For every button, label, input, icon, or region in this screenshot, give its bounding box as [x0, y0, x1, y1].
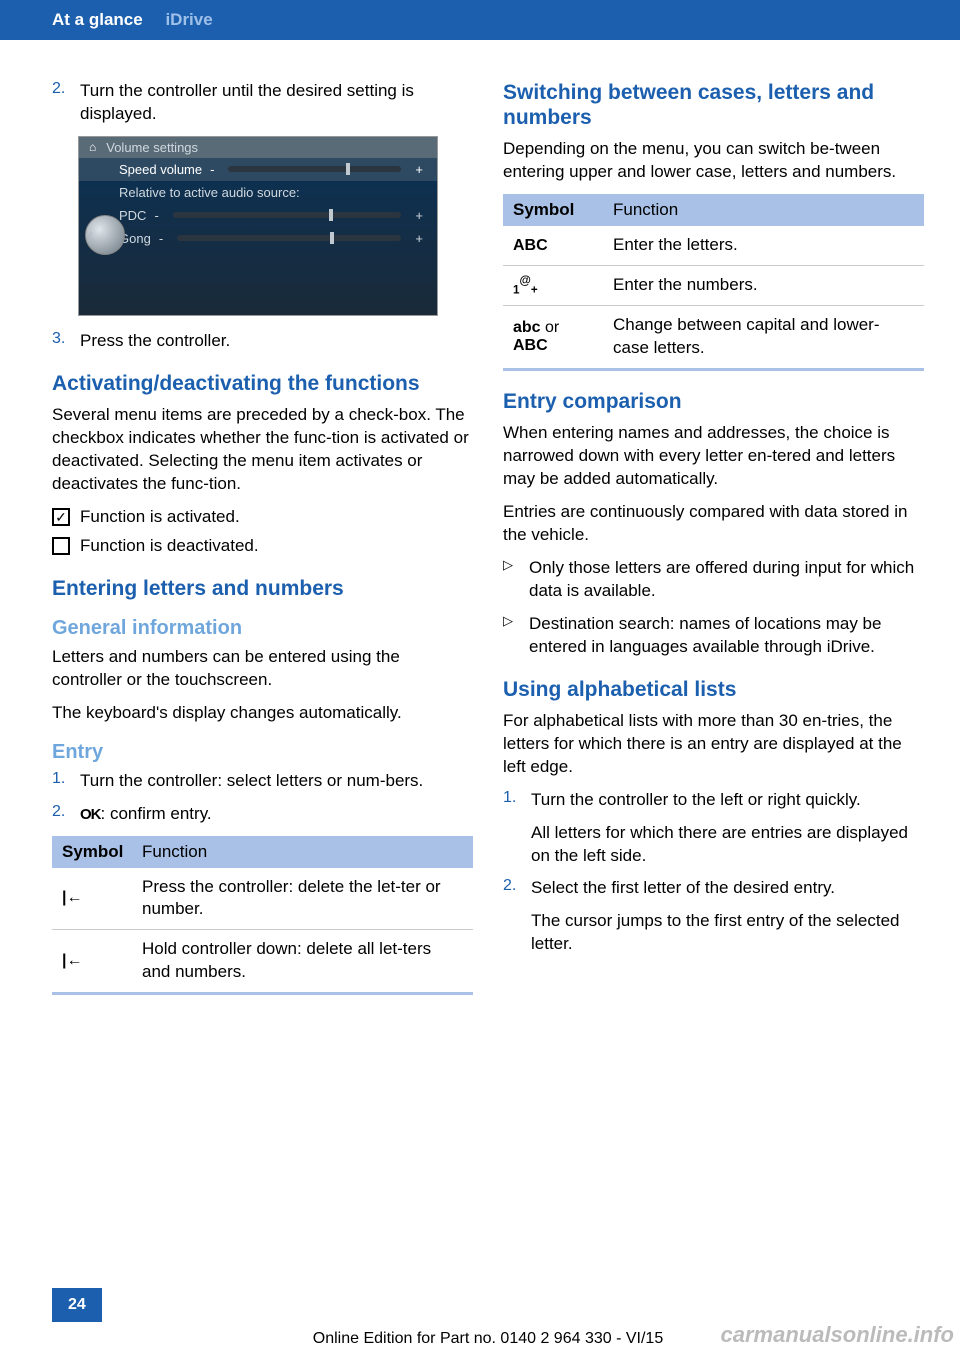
- symbol-table-1: Symbol Function |← Press the controller:…: [52, 836, 473, 996]
- entrycomp-body-1: When entering names and addresses, the c…: [503, 422, 924, 491]
- t1-r1-fun: Press the controller: delete the let‐ter…: [142, 876, 463, 922]
- checkbox-checked-icon: ✓: [52, 508, 70, 526]
- checkbox-on-text: Function is activated.: [80, 506, 240, 529]
- numbers-icon: 1@+: [513, 274, 613, 296]
- symbol-table-2: Symbol Function ABC Enter the letters. 1…: [503, 194, 924, 371]
- crumb-sub: iDrive: [165, 10, 212, 29]
- alpha-2-num: 2.: [503, 877, 531, 956]
- checkbox-empty-icon: [52, 537, 70, 555]
- bullet-2: ▷ Destination search: names of locations…: [503, 613, 924, 659]
- right-column: Switching between cases, letters and num…: [503, 80, 924, 1001]
- alpha-1-num: 1.: [503, 789, 531, 868]
- home-icon: ⌂: [89, 140, 96, 154]
- entry-1-text: Turn the controller: select letters or n…: [80, 770, 423, 793]
- t1-h-symbol: Symbol: [62, 842, 142, 862]
- step-3-text: Press the controller.: [80, 330, 230, 353]
- heading-alpha: Using alphabetical lists: [503, 677, 924, 702]
- bullet-1-text: Only those letters are offered during in…: [529, 557, 924, 603]
- t2-r2-fun: Enter the numbers.: [613, 274, 914, 297]
- heading-activating: Activating/deactivating the functions: [52, 371, 473, 396]
- step-2-text: Turn the controller until the desired se…: [80, 80, 473, 126]
- heading-general: General information: [52, 617, 473, 640]
- t2-h-symbol: Symbol: [513, 200, 613, 220]
- t2-r1-fun: Enter the letters.: [613, 234, 914, 257]
- alpha-1: 1. Turn the controller to the left or ri…: [503, 789, 924, 868]
- checkbox-off-row: Function is deactivated.: [52, 535, 473, 558]
- abc-upper-icon: ABC: [513, 237, 613, 255]
- triangle-bullet-icon: ▷: [503, 557, 529, 603]
- alpha-2: 2. Select the first letter of the desire…: [503, 877, 924, 956]
- step-2-num: 2.: [52, 80, 80, 126]
- watermark: carmanualsonline.info: [721, 1322, 955, 1348]
- entry-2-num: 2.: [52, 803, 80, 826]
- crumb-main: At a glance: [52, 10, 143, 29]
- chevron-left-icon: 〈: [79, 229, 93, 249]
- idrive-screenshot: ⌂ Volume settings Speed volume -+ Relati…: [78, 136, 438, 316]
- checkbox-off-text: Function is deactivated.: [80, 535, 259, 558]
- bullet-1: ▷ Only those letters are offered during …: [503, 557, 924, 603]
- activating-body: Several menu items are preceded by a che…: [52, 404, 473, 496]
- bullet-2-text: Destination search: names of locations m…: [529, 613, 924, 659]
- ss-row2-label: Relative to active audio source:: [119, 185, 300, 200]
- heading-entry: Entry: [52, 741, 473, 764]
- entrycomp-body-2: Entries are continuously compared with d…: [503, 501, 924, 547]
- alpha-1b-text: All letters for which there are entries …: [531, 822, 924, 868]
- abc-upper-2: ABC: [513, 337, 548, 354]
- entry-1: 1. Turn the controller: select letters o…: [52, 770, 473, 793]
- ss-row1-label: Speed volume: [119, 162, 202, 177]
- switching-body: Depending on the menu, you can switch be…: [503, 138, 924, 184]
- ok-icon: OK: [80, 806, 101, 823]
- case-toggle-icon: abc or ABC: [513, 319, 613, 355]
- step-3: 3. Press the controller.: [52, 330, 473, 353]
- heading-entering: Entering letters and numbers: [52, 576, 473, 601]
- alpha-2-text: Select the first letter of the desired e…: [531, 877, 924, 900]
- checkbox-on-row: ✓ Function is activated.: [52, 506, 473, 529]
- general-body-2: The keyboard's display changes automatic…: [52, 702, 473, 725]
- t2-r3-fun: Change between capital and lower-case le…: [613, 314, 914, 360]
- heading-entrycomp: Entry comparison: [503, 389, 924, 414]
- entry-2-text: OK: confirm entry.: [80, 803, 212, 826]
- alpha-2b-text: The cursor jumps to the first entry of t…: [531, 910, 924, 956]
- alpha-body: For alphabetical lists with more than 30…: [503, 710, 924, 779]
- t1-r2-fun: Hold controller down: delete all let‐ter…: [142, 938, 463, 984]
- ss-row3-label: PDC: [119, 208, 146, 223]
- entry-2: 2. OK: confirm entry.: [52, 803, 473, 826]
- alpha-1-text: Turn the controller to the left or right…: [531, 789, 924, 812]
- triangle-bullet-icon: ▷: [503, 613, 529, 659]
- delete-all-icon: |←: [62, 952, 142, 970]
- entry-2-suffix: : confirm entry.: [101, 804, 212, 823]
- or-text: or: [541, 319, 560, 336]
- page-number: 24: [52, 1288, 102, 1322]
- step-3-num: 3.: [52, 330, 80, 353]
- entry-1-num: 1.: [52, 770, 80, 793]
- heading-switching: Switching between cases, letters and num…: [503, 80, 924, 130]
- step-2: 2. Turn the controller until the desired…: [52, 80, 473, 126]
- t1-h-function: Function: [142, 842, 463, 862]
- general-body-1: Letters and numbers can be entered using…: [52, 646, 473, 692]
- t2-h-function: Function: [613, 200, 914, 220]
- delete-icon: |←: [62, 889, 142, 907]
- breadcrumb: At a glance iDrive: [0, 0, 960, 40]
- screenshot-title: Volume settings: [106, 140, 198, 155]
- left-column: 2. Turn the controller until the desired…: [52, 80, 473, 1001]
- abc-lower: abc: [513, 319, 541, 336]
